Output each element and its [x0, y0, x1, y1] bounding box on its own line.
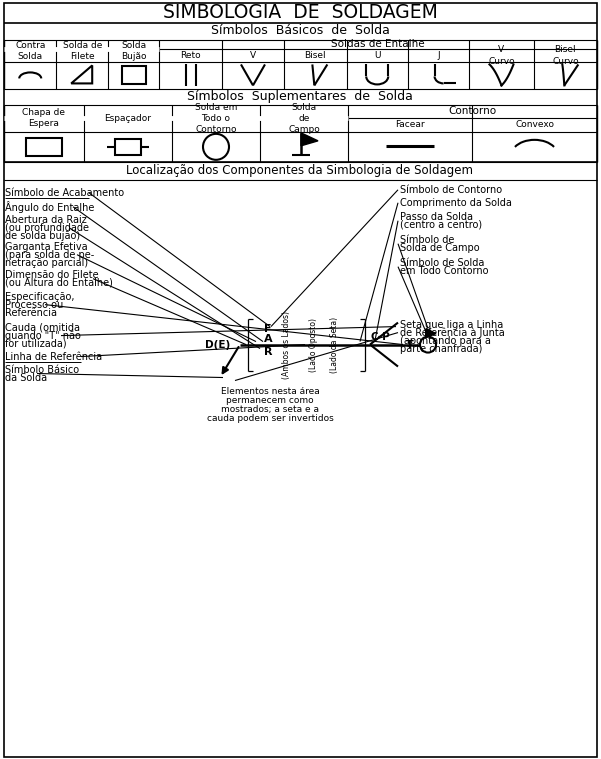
Text: Contorno: Contorno [448, 106, 496, 116]
Text: parte chanfrada): parte chanfrada) [400, 344, 483, 354]
Text: Solda de
Filete: Solda de Filete [63, 41, 102, 61]
Text: Elementos nesta área: Elementos nesta área [221, 387, 319, 396]
Text: Solda
de
Campo: Solda de Campo [288, 102, 320, 134]
Text: for utilizada): for utilizada) [5, 339, 67, 348]
Text: Símbolo Básico: Símbolo Básico [5, 364, 79, 374]
Text: Solda em
Todo o
Contorno: Solda em Todo o Contorno [195, 102, 237, 134]
Text: Solda
Bujão: Solda Bujão [121, 41, 147, 61]
Text: em Todo Contorno: em Todo Contorno [400, 266, 489, 276]
Text: Símbolo de Acabamento: Símbolo de Acabamento [5, 187, 124, 198]
Text: Símbolo de Solda: Símbolo de Solda [400, 257, 484, 268]
Text: mostrados; a seta e a: mostrados; a seta e a [221, 405, 319, 414]
Text: D(E): D(E) [206, 339, 231, 350]
Text: Passo da Solda: Passo da Solda [400, 212, 473, 222]
Text: T: T [406, 339, 413, 350]
Text: (para solda de pe-: (para solda de pe- [5, 250, 94, 260]
Text: Especificação,: Especificação, [5, 291, 75, 301]
Text: (Ambos os Lados): (Ambos os Lados) [282, 310, 291, 379]
Text: Espaçador: Espaçador [105, 114, 151, 123]
Text: A: A [264, 333, 272, 344]
Text: Facear: Facear [395, 121, 425, 129]
Text: Símbolos  Básicos  de  Solda: Símbolos Básicos de Solda [210, 24, 389, 37]
Text: SIMBOLOGIA  DE  SOLDAGEM: SIMBOLOGIA DE SOLDAGEM [162, 2, 438, 21]
Text: (apontando para a: (apontando para a [400, 335, 491, 345]
Text: (ou profundidade: (ou profundidade [5, 222, 89, 233]
Polygon shape [301, 133, 318, 146]
Text: cauda podem ser invertidos: cauda podem ser invertidos [207, 414, 334, 423]
Text: Solda de Campo: Solda de Campo [400, 243, 480, 253]
Text: (centro a centro): (centro a centro) [400, 219, 482, 230]
Text: Símbolo de Contorno: Símbolo de Contorno [400, 184, 502, 195]
Text: C-P: C-P [370, 332, 390, 342]
Bar [115, 139, 141, 155]
Text: quando "T" não: quando "T" não [5, 331, 81, 341]
Polygon shape [426, 329, 436, 338]
Text: Comprimento da Solda: Comprimento da Solda [400, 198, 512, 208]
Text: da Solda: da Solda [5, 373, 47, 383]
Text: Abertura da Raiz: Abertura da Raiz [5, 215, 87, 225]
Text: J: J [438, 51, 440, 60]
Bar [26, 138, 62, 156]
Text: Garganta Efetiva: Garganta Efetiva [5, 241, 88, 252]
Text: Processo ou: Processo ou [5, 300, 63, 310]
Text: de solda bujão): de solda bujão) [5, 231, 80, 241]
Text: R: R [264, 347, 272, 357]
Text: de Referência à Junta: de Referência à Junta [400, 327, 505, 338]
Text: (Lado da Seta): (Lado da Seta) [331, 317, 340, 373]
Text: Contra
Solda: Contra Solda [15, 41, 46, 61]
Text: Chapa de
Espera: Chapa de Espera [22, 109, 66, 128]
Text: (ou Altura do Entalhe): (ou Altura do Entalhe) [5, 278, 113, 288]
Text: netração parcial): netração parcial) [5, 257, 88, 268]
Text: Bisel: Bisel [305, 51, 326, 60]
Text: Convexo: Convexo [515, 121, 554, 129]
Text: Linha de Referência: Linha de Referência [5, 351, 102, 361]
Text: Seta que liga a Linha: Seta que liga a Linha [400, 320, 503, 329]
Text: Dimensão do Filete: Dimensão do Filete [5, 269, 99, 279]
Text: Localização dos Componentes da Simbologia de Soldagem: Localização dos Componentes da Simbologi… [126, 164, 474, 178]
Text: Cauda (omitida: Cauda (omitida [5, 323, 80, 332]
Text: Símbolos  Suplementares  de  Solda: Símbolos Suplementares de Solda [187, 90, 413, 103]
Text: U: U [374, 51, 380, 60]
Text: Símbolo de: Símbolo de [400, 235, 454, 244]
Text: V
Curvo: V Curvo [488, 46, 515, 65]
Text: Ângulo do Entalhe: Ângulo do Entalhe [5, 200, 94, 213]
Text: (Lado Oposto): (Lado Oposto) [308, 317, 317, 372]
Text: permanecem como: permanecem como [226, 396, 314, 405]
Text: Soldas de Entalhe: Soldas de Entalhe [331, 39, 425, 49]
Text: Bisel
Curvo: Bisel Curvo [552, 46, 579, 65]
Text: Reto: Reto [180, 51, 201, 60]
Bar [121, 67, 145, 84]
Text: Referência: Referência [5, 307, 57, 317]
Text: V: V [250, 51, 256, 60]
Text: F: F [264, 323, 272, 334]
